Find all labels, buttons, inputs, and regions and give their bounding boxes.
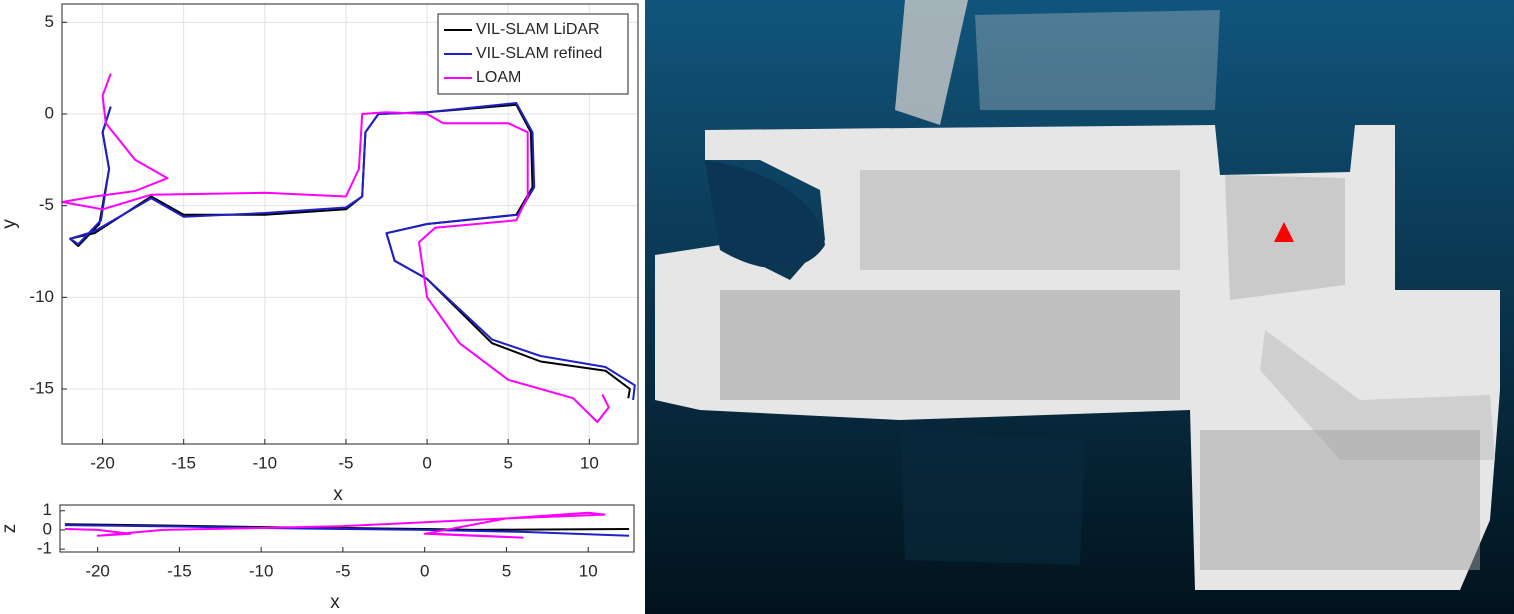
- x-axis-label: x: [330, 592, 340, 613]
- y-tick-label: -15: [29, 378, 54, 397]
- x-tick-label: 10: [579, 561, 598, 580]
- x-tick-label: -20: [90, 453, 115, 472]
- y-axis-label: y: [0, 219, 20, 229]
- legend-label: VIL-SLAM refined: [476, 45, 602, 62]
- axes-frame: [61, 3, 639, 445]
- x-tick-label: -15: [171, 453, 196, 472]
- y-axis-label: z: [0, 524, 20, 534]
- x-tick-label: 5: [502, 561, 511, 580]
- x-tick-label: -15: [167, 561, 192, 580]
- x-tick-label: 5: [503, 453, 512, 472]
- trajectory-line: [64, 511, 606, 539]
- x-tick-label: 0: [422, 453, 431, 472]
- y-tick-label: -10: [29, 287, 54, 306]
- legend-label: LOAM: [476, 69, 521, 86]
- y-tick-label: 0: [43, 519, 52, 538]
- y-tick-label: 1: [43, 500, 52, 519]
- trajectory-line: [62, 73, 610, 423]
- x-tick-label: 10: [580, 453, 599, 472]
- x-tick-label: -5: [335, 561, 350, 580]
- x-tick-label: -10: [249, 561, 274, 580]
- x-tick-label: -5: [338, 453, 353, 472]
- legend-label: VIL-SLAM LiDAR: [476, 21, 600, 38]
- point-cloud-map: [645, 0, 1514, 614]
- axes-frame: [59, 504, 635, 553]
- x-axis-label: x: [333, 484, 343, 505]
- y-tick-label: -5: [39, 195, 54, 214]
- x-tick-label: -20: [85, 561, 110, 580]
- y-tick-label: -1: [37, 539, 52, 558]
- y-tick-label: 0: [45, 103, 54, 122]
- y-tick-label: 5: [45, 12, 54, 31]
- trajectory-line: [64, 524, 630, 537]
- x-tick-label: 0: [420, 561, 429, 580]
- x-tick-label: -10: [253, 453, 278, 472]
